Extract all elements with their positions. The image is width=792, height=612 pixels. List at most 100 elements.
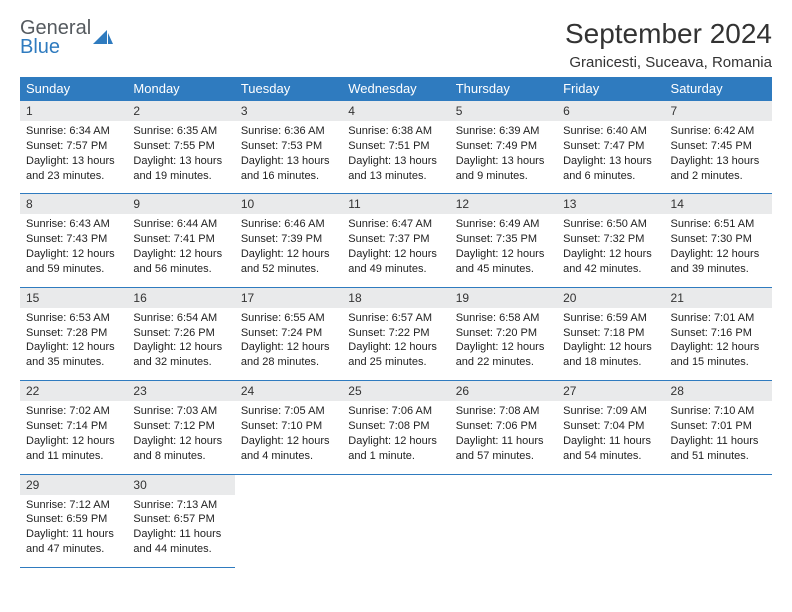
daylight: Daylight: 12 hours and 25 minutes.	[348, 340, 443, 370]
daylight: Daylight: 13 hours and 13 minutes.	[348, 154, 443, 184]
week-row: 29Sunrise: 7:12 AMSunset: 6:59 PMDayligh…	[20, 474, 772, 567]
weekday-header: Sunday	[20, 77, 127, 101]
daylight: Daylight: 11 hours and 54 minutes.	[563, 434, 658, 464]
day-number: 16	[127, 288, 234, 308]
sunset: Sunset: 7:22 PM	[348, 326, 443, 341]
logo-sail-icon	[93, 30, 113, 46]
week-row: 15Sunrise: 6:53 AMSunset: 7:28 PMDayligh…	[20, 287, 772, 380]
daylight: Daylight: 13 hours and 16 minutes.	[241, 154, 336, 184]
day-info: Sunrise: 6:54 AMSunset: 7:26 PMDaylight:…	[127, 308, 234, 380]
day-info: Sunrise: 6:34 AMSunset: 7:57 PMDaylight:…	[20, 121, 127, 193]
sunset: Sunset: 7:39 PM	[241, 232, 336, 247]
sunrise: Sunrise: 6:47 AM	[348, 217, 443, 232]
day-number: 27	[557, 381, 664, 401]
sunrise: Sunrise: 7:03 AM	[133, 404, 228, 419]
sunset: Sunset: 7:37 PM	[348, 232, 443, 247]
daylight: Daylight: 12 hours and 11 minutes.	[26, 434, 121, 464]
day-info: Sunrise: 6:59 AMSunset: 7:18 PMDaylight:…	[557, 308, 664, 380]
weekday-header: Wednesday	[342, 77, 449, 101]
logo-text-blue: Blue	[20, 37, 91, 57]
daylight: Daylight: 13 hours and 6 minutes.	[563, 154, 658, 184]
sunrise: Sunrise: 6:46 AM	[241, 217, 336, 232]
sunset: Sunset: 7:14 PM	[26, 419, 121, 434]
sunrise: Sunrise: 6:50 AM	[563, 217, 658, 232]
sunrise: Sunrise: 6:42 AM	[671, 124, 766, 139]
day-info: Sunrise: 6:51 AMSunset: 7:30 PMDaylight:…	[665, 214, 772, 286]
sunset: Sunset: 7:20 PM	[456, 326, 551, 341]
weekday-header: Saturday	[665, 77, 772, 101]
day-info: Sunrise: 6:38 AMSunset: 7:51 PMDaylight:…	[342, 121, 449, 193]
daylight: Daylight: 12 hours and 39 minutes.	[671, 247, 766, 277]
daylight: Daylight: 11 hours and 44 minutes.	[133, 527, 228, 557]
day-info: Sunrise: 7:09 AMSunset: 7:04 PMDaylight:…	[557, 401, 664, 473]
day-cell: 20Sunrise: 6:59 AMSunset: 7:18 PMDayligh…	[557, 287, 664, 380]
sunrise: Sunrise: 7:06 AM	[348, 404, 443, 419]
day-number: 13	[557, 194, 664, 214]
sunrise: Sunrise: 6:59 AM	[563, 311, 658, 326]
month-title: September 2024	[565, 18, 772, 50]
day-number: 6	[557, 101, 664, 121]
sunset: Sunset: 7:51 PM	[348, 139, 443, 154]
day-number: 22	[20, 381, 127, 401]
day-info: Sunrise: 6:55 AMSunset: 7:24 PMDaylight:…	[235, 308, 342, 380]
logo: General Blue	[20, 18, 113, 57]
day-info: Sunrise: 6:36 AMSunset: 7:53 PMDaylight:…	[235, 121, 342, 193]
day-number: 5	[450, 101, 557, 121]
day-number: 14	[665, 194, 772, 214]
day-number: 4	[342, 101, 449, 121]
day-number: 10	[235, 194, 342, 214]
sunrise: Sunrise: 7:09 AM	[563, 404, 658, 419]
header: General Blue September 2024 Granicesti, …	[20, 18, 772, 71]
day-cell: 18Sunrise: 6:57 AMSunset: 7:22 PMDayligh…	[342, 287, 449, 380]
day-info: Sunrise: 6:43 AMSunset: 7:43 PMDaylight:…	[20, 214, 127, 286]
day-number: 20	[557, 288, 664, 308]
day-cell	[235, 474, 342, 567]
sunset: Sunset: 7:04 PM	[563, 419, 658, 434]
sunset: Sunset: 7:32 PM	[563, 232, 658, 247]
day-cell: 14Sunrise: 6:51 AMSunset: 7:30 PMDayligh…	[665, 194, 772, 287]
week-row: 22Sunrise: 7:02 AMSunset: 7:14 PMDayligh…	[20, 381, 772, 474]
day-cell: 9Sunrise: 6:44 AMSunset: 7:41 PMDaylight…	[127, 194, 234, 287]
sunrise: Sunrise: 7:13 AM	[133, 498, 228, 513]
day-cell: 11 Sunrise: 6:47 AMSunset: 7:37 PMDayligh…	[342, 194, 449, 287]
weekday-header: Friday	[557, 77, 664, 101]
sunset: Sunset: 7:24 PM	[241, 326, 336, 341]
day-number: 21	[665, 288, 772, 308]
sunrise: Sunrise: 7:01 AM	[671, 311, 766, 326]
location: Granicesti, Suceava, Romania	[565, 54, 772, 71]
sunset: Sunset: 7:08 PM	[348, 419, 443, 434]
sunset: Sunset: 7:30 PM	[671, 232, 766, 247]
day-info: Sunrise: 7:02 AMSunset: 7:14 PMDaylight:…	[20, 401, 127, 473]
sunrise: Sunrise: 7:02 AM	[26, 404, 121, 419]
sunset: Sunset: 7:12 PM	[133, 419, 228, 434]
day-info: Sunrise: 7:13 AMSunset: 6:57 PMDaylight:…	[127, 495, 234, 567]
sunset: Sunset: 7:41 PM	[133, 232, 228, 247]
day-cell: 8Sunrise: 6:43 AMSunset: 7:43 PMDaylight…	[20, 194, 127, 287]
day-cell: 3Sunrise: 6:36 AMSunset: 7:53 PMDaylight…	[235, 101, 342, 194]
sunrise: Sunrise: 7:05 AM	[241, 404, 336, 419]
day-number: 11	[342, 194, 449, 214]
day-cell: 7Sunrise: 6:42 AMSunset: 7:45 PMDaylight…	[665, 101, 772, 194]
day-info: Sunrise: 6:35 AMSunset: 7:55 PMDaylight:…	[127, 121, 234, 193]
day-info: Sunrise: 7:10 AMSunset: 7:01 PMDaylight:…	[665, 401, 772, 473]
day-number: 24	[235, 381, 342, 401]
day-info: Sunrise: 6:39 AMSunset: 7:49 PMDaylight:…	[450, 121, 557, 193]
sunrise: Sunrise: 7:08 AM	[456, 404, 551, 419]
daylight: Daylight: 12 hours and 15 minutes.	[671, 340, 766, 370]
day-cell: 28Sunrise: 7:10 AMSunset: 7:01 PMDayligh…	[665, 381, 772, 474]
day-cell: 23Sunrise: 7:03 AMSunset: 7:12 PMDayligh…	[127, 381, 234, 474]
sunset: Sunset: 7:06 PM	[456, 419, 551, 434]
day-cell: 19Sunrise: 6:58 AMSunset: 7:20 PMDayligh…	[450, 287, 557, 380]
day-cell: 26Sunrise: 7:08 AMSunset: 7:06 PMDayligh…	[450, 381, 557, 474]
daylight: Daylight: 12 hours and 8 minutes.	[133, 434, 228, 464]
day-cell: 25Sunrise: 7:06 AMSunset: 7:08 PMDayligh…	[342, 381, 449, 474]
day-cell: 22Sunrise: 7:02 AMSunset: 7:14 PMDayligh…	[20, 381, 127, 474]
sunrise: Sunrise: 6:36 AM	[241, 124, 336, 139]
daylight: Daylight: 12 hours and 49 minutes.	[348, 247, 443, 277]
day-cell: 13Sunrise: 6:50 AMSunset: 7:32 PMDayligh…	[557, 194, 664, 287]
sunrise: Sunrise: 6:53 AM	[26, 311, 121, 326]
sunset: Sunset: 7:01 PM	[671, 419, 766, 434]
day-number: 2	[127, 101, 234, 121]
daylight: Daylight: 13 hours and 9 minutes.	[456, 154, 551, 184]
sunset: Sunset: 7:53 PM	[241, 139, 336, 154]
